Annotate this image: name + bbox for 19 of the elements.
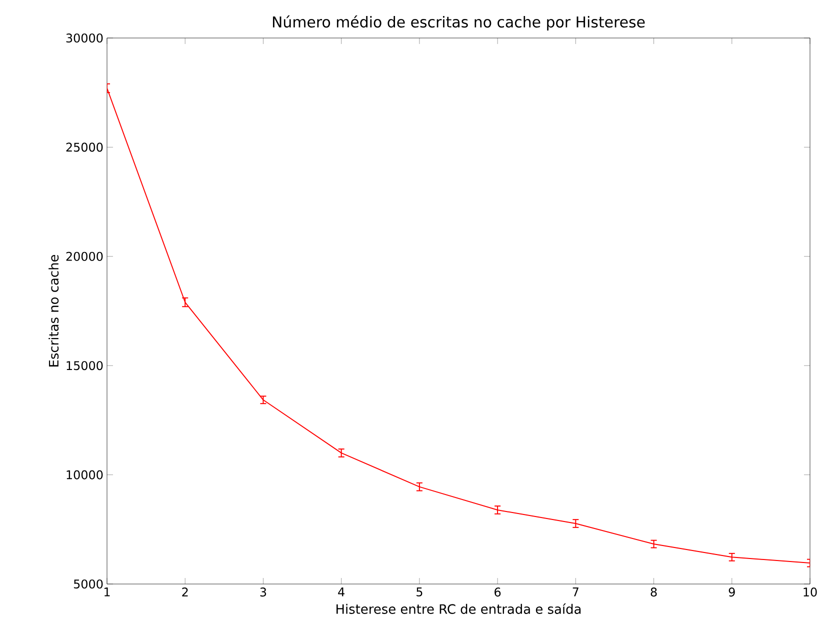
chart-title: Número médio de escritas no cache por Histerese: [272, 15, 645, 30]
x-tick-label: 4: [338, 588, 344, 596]
x-tick-label: 8: [650, 588, 657, 597]
y-tick-label: 10000: [66, 470, 103, 480]
y-axis-title: Escritas no cache: [48, 254, 59, 366]
x-tick-label: 3: [260, 588, 266, 597]
y-tick-label: 25000: [66, 142, 103, 152]
x-tick-label: 2: [182, 588, 188, 596]
x-tick-label: 9: [728, 588, 735, 597]
x-axis-title: Histerese entre RC de entrada e saída: [336, 603, 581, 614]
x-tick-label: 10: [804, 588, 817, 597]
x-tick-label: 6: [494, 588, 501, 597]
x-tick-label: 1: [104, 588, 110, 596]
y-tick-label: 20000: [66, 252, 103, 261]
x-tick-label: 5: [416, 588, 422, 596]
x-tick-label: 7: [572, 588, 578, 596]
y-tick-label: 5000: [74, 579, 103, 589]
y-tick-label: 30000: [66, 33, 103, 43]
y-tick-label: 15000: [66, 361, 103, 370]
